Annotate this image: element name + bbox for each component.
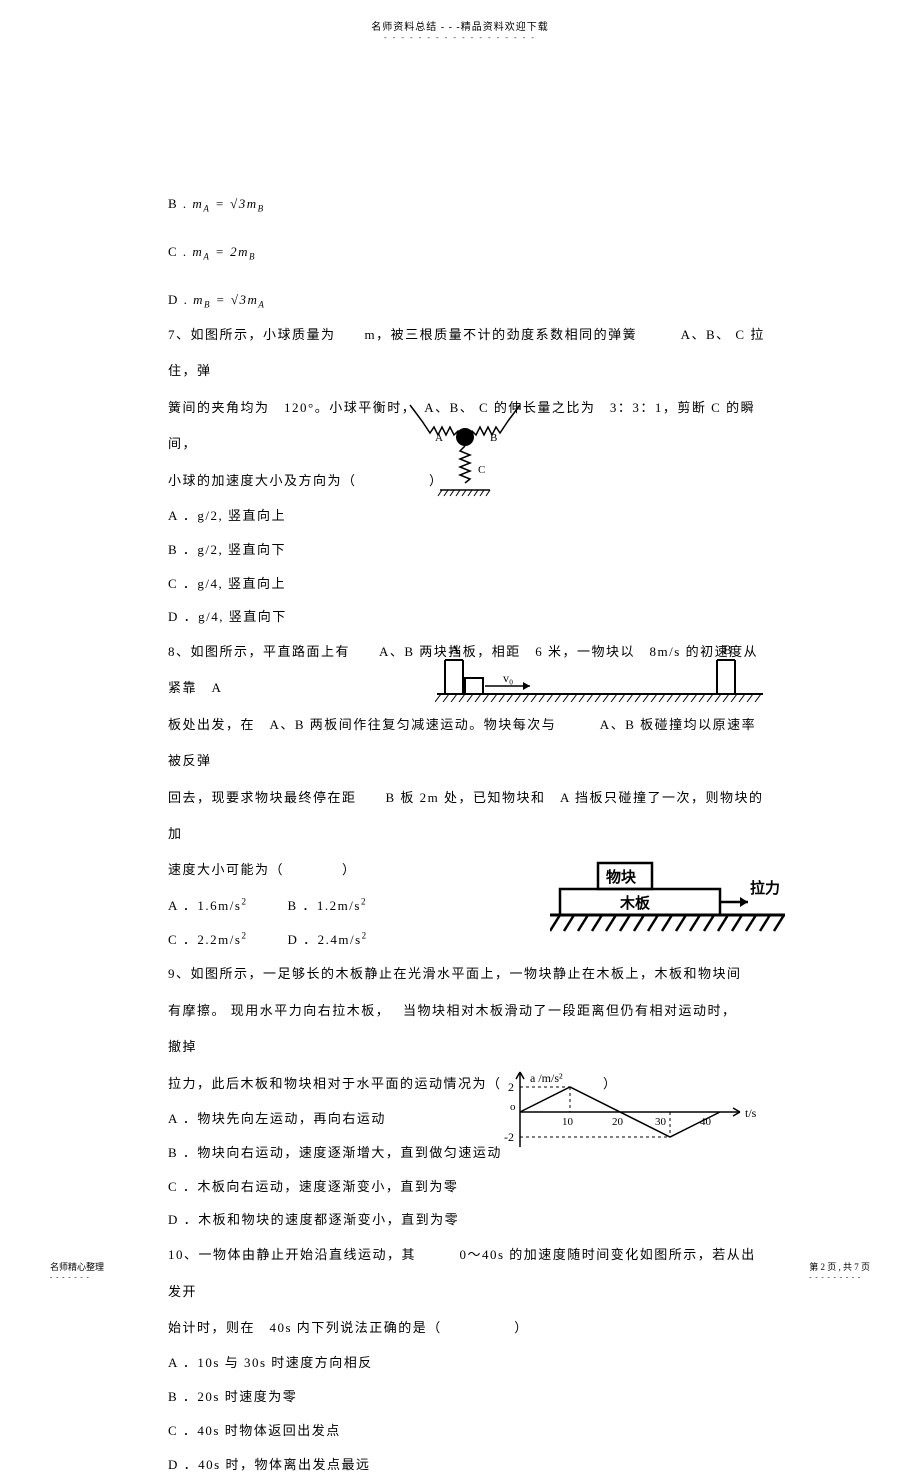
- q7-optB: B ．g/2, 竖直向下: [168, 533, 770, 567]
- label-A: A: [450, 642, 460, 657]
- q9-optC: C ．木板向右运动，速度逐渐变小，直到为零: [168, 1170, 770, 1204]
- svg-text:10: 10: [562, 1116, 574, 1128]
- q10-line2: 始计时，则在 40s 内下列说法正确的是（ ）: [168, 1310, 770, 1346]
- label-B: B: [723, 642, 732, 657]
- q10-optC: C ．40s 时物体返回出发点: [168, 1414, 770, 1448]
- q9-line2: 有摩擦。 现用水平力向右拉木板， 当物块相对木板滑动了一段距离但仍有相对运动时，…: [168, 993, 770, 1066]
- q6-optB: B . mA = √3mB: [168, 187, 770, 221]
- q7-optC: C ．g/4, 竖直向上: [168, 567, 770, 601]
- q6-optC: C . mA = 2mB: [168, 235, 770, 269]
- q7-optD: D ．g/4, 竖直向下: [168, 600, 770, 634]
- q7-line1: 7、如图所示，小球质量为 m，被三根质量不计的劲度系数相同的弹簧 A、B、 C …: [168, 317, 770, 390]
- q10-chart: a /m/s² t/s 2 -2 o 10 20 30 40: [490, 1067, 770, 1157]
- header-sub: - - - - - - - - - - - - - - - - - -: [0, 33, 920, 42]
- svg-text:40: 40: [700, 1116, 712, 1128]
- ymin: -2: [504, 1130, 514, 1144]
- label-board: 木板: [619, 894, 651, 912]
- label-A: A: [435, 432, 443, 444]
- label-force: 拉力: [750, 879, 780, 897]
- page-content: B . mA = √3mB C . mA = 2mB D . mB = √3mA…: [0, 42, 920, 1482]
- q8-figure: A B v₀: [435, 642, 765, 712]
- footer-right: 第 2 页 , 共 7 页 - - - - - - - - -: [809, 1261, 870, 1283]
- q7-figure: A B C: [400, 395, 530, 510]
- svg-text:20: 20: [612, 1116, 624, 1128]
- label-C: C: [478, 464, 485, 476]
- page-header: 名师资料总结 - - -精品资料欢迎下载 - - - - - - - - - -…: [0, 0, 920, 42]
- label-block: 物块: [606, 868, 637, 886]
- label-B: B: [490, 432, 497, 444]
- q9-optD: D ．木板和物块的速度都逐渐变小，直到为零: [168, 1203, 770, 1237]
- origin: o: [510, 1101, 516, 1113]
- ymax: 2: [508, 1080, 514, 1094]
- xlabel: t/s: [745, 1106, 757, 1120]
- q8-line3: 回去，现要求物块最终停在距 B 板 2m 处，已知物块和 A 挡板只碰撞了一次，…: [168, 780, 770, 853]
- q10-optD: D ．40s 时，物体离出发点最远: [168, 1448, 770, 1482]
- q10-line1: 10、一物体由静止开始沿直线运动，其 0～40s 的加速度随时间变化如图所示，若…: [168, 1237, 770, 1310]
- q8-line2: 板处出发，在 A、B 两板间作往复匀减速运动。物块每次与 A、B 板碰撞均以原速…: [168, 707, 770, 780]
- ylabel: a /m/s²: [530, 1071, 563, 1085]
- q10-optA: A ．10s 与 30s 时速度方向相反: [168, 1346, 770, 1380]
- q9-line1: 9、如图所示，一足够长的木板静止在光滑水平面上，一物块静止在木板上，木板和物块间: [168, 956, 770, 992]
- q9-figure: 物块 木板 拉力: [550, 857, 785, 947]
- header-title: 名师资料总结 - - -精品资料欢迎下载: [0, 18, 920, 33]
- label-v0: v₀: [503, 671, 513, 685]
- svg-text:30: 30: [655, 1116, 667, 1128]
- q6-optD: D . mB = √3mA: [168, 283, 770, 317]
- q10-optB: B ．20s 时速度为零: [168, 1380, 770, 1414]
- footer-left: 名师精心整理 - - - - - - -: [50, 1261, 104, 1283]
